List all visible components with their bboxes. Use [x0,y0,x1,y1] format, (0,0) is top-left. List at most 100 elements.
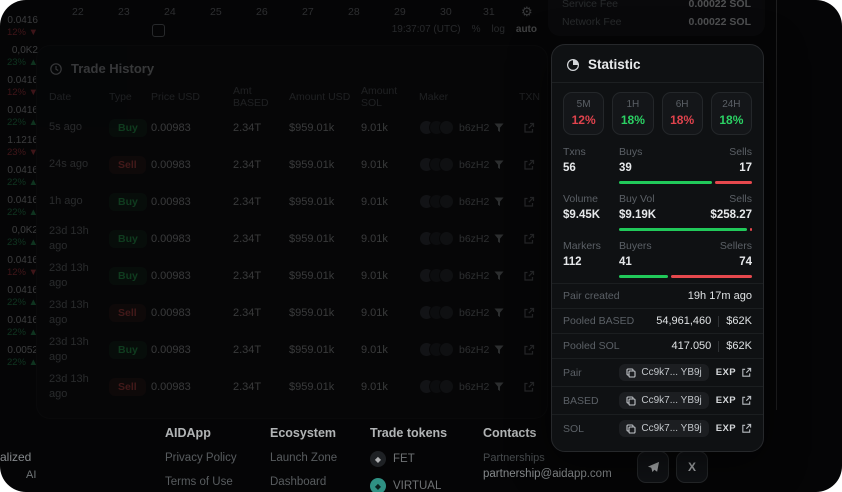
statistic-header: Statistic [552,45,763,83]
maker-cell[interactable]: b6zH2 [419,342,519,357]
explorer-link[interactable]: EXP [715,395,736,406]
ticker-change: 22% ▲ [6,177,38,188]
external-link-icon[interactable] [741,423,752,434]
timeframe-cell[interactable]: 6H 18% [661,92,703,135]
ticker-item[interactable]: 0.0416 22% ▲ [0,314,42,344]
ticker-item[interactable]: 0.0416 22% ▲ [0,194,42,224]
pooled-label: Pooled SOL [563,340,620,352]
filter-icon[interactable] [494,308,504,318]
explorer-link[interactable]: EXP [715,423,736,434]
token-link-fet[interactable]: ◆ FET [370,451,447,467]
maker-address: b6zH2 [459,195,490,208]
footer-link[interactable]: Terms of Use [165,476,233,488]
txn-external-link-icon[interactable] [523,196,535,208]
ticker-item[interactable]: 0.0416 12% ▼ [0,74,42,104]
trade-row[interactable]: 23d 13h ago Sell 0.00983 2.34T $959.01k … [37,294,547,331]
address-copy-pill[interactable]: Cc9k7... YB9j [619,420,709,437]
filter-icon[interactable] [494,123,504,133]
footer: alized AI AIDApp Privacy Policy Terms of… [0,410,842,492]
footer-link[interactable]: Privacy Policy [165,452,237,464]
address-copy-pill[interactable]: Cc9k7... YB9j [619,392,709,409]
maker-address: b6zH2 [459,269,490,282]
external-link-icon[interactable] [741,395,752,406]
txn-external-link-icon[interactable] [523,307,535,319]
footer-link[interactable]: Launch Zone [270,452,338,464]
ticker-item[interactable]: 0.0416 12% ▼ [0,14,42,44]
trade-date: 5s ago [49,121,83,134]
explorer-link[interactable]: EXP [715,367,736,378]
txns-label: Txns [563,146,586,158]
sell-vol-value: $258.27 [710,209,752,221]
trade-row[interactable]: 5s ago Buy 0.00983 2.34T $959.01k 9.01k … [37,109,547,146]
ticker-item[interactable]: 0.0052 22% ▲ [0,344,42,374]
txn-external-link-icon[interactable] [523,381,535,393]
maker-cell[interactable]: b6zH2 [419,120,519,135]
txn-external-link-icon[interactable] [523,233,535,245]
trade-amt-token: 2.34T [233,232,262,245]
maker-cell[interactable]: b6zH2 [419,157,519,172]
maker-cell[interactable]: b6zH2 [419,305,519,320]
x-twitter-button[interactable]: X [676,451,708,483]
maker-cell[interactable]: b6zH2 [419,231,519,246]
txn-external-link-icon[interactable] [523,270,535,282]
address-row: BASED Cc9k7... YB9j EXP [552,386,763,414]
maker-cell[interactable]: b6zH2 [419,194,519,209]
ticker-item[interactable]: 1.1216 23% ▼ [0,134,42,164]
trade-row[interactable]: 24s ago Sell 0.00983 2.34T $959.01k 9.01… [37,146,547,183]
volume-ratio-bar [619,228,752,231]
external-link-icon[interactable] [741,367,752,378]
footer-link[interactable]: Dashboard [270,476,327,488]
statistic-title: Statistic [588,57,641,72]
buy-vol-value: $9.19K [619,209,657,221]
footer-tagline-ai: AI [26,469,37,481]
ticker-item[interactable]: 0.0416 22% ▲ [0,164,42,194]
ticker-item[interactable]: 0,0K2 23% ▲ [0,44,42,74]
txns-ratio-bar [619,181,752,184]
sellers-label: Sellers [719,240,752,252]
log-toggle[interactable]: log [491,24,505,35]
trade-row[interactable]: 23d 13h ago Buy 0.00983 2.34T $959.01k 9… [37,220,547,257]
maker-cell[interactable]: b6zH2 [419,379,519,394]
ticker-change: 22% ▲ [6,297,38,308]
filter-icon[interactable] [494,234,504,244]
filter-icon[interactable] [494,197,504,207]
trade-amount-usd: $959.01k [289,269,335,282]
telegram-button[interactable] [637,451,669,483]
network-fee-value: 0.00022 SOL [688,16,751,28]
address-row: Pair Cc9k7... YB9j EXP [552,358,763,386]
calendar-icon[interactable] [152,24,165,37]
filter-icon[interactable] [494,160,504,170]
filter-icon[interactable] [494,271,504,281]
partnership-email[interactable]: partnership@aidapp.com [483,468,612,480]
txn-external-link-icon[interactable] [523,344,535,356]
trade-price-usd: 0.00983 [151,306,191,319]
axis-date-label: 26 [256,6,268,18]
trade-amt-token: 2.34T [233,306,262,319]
trade-row[interactable]: 23d 13h ago Buy 0.00983 2.34T $959.01k 9… [37,257,547,294]
timeframe-cell[interactable]: 1H 18% [612,92,654,135]
txn-external-link-icon[interactable] [523,122,535,134]
auto-toggle[interactable]: auto [515,24,537,35]
txn-external-link-icon[interactable] [523,159,535,171]
ticker-item[interactable]: 0.0416 22% ▲ [0,104,42,134]
ticker-item[interactable]: 0.0416 22% ▲ [0,284,42,314]
filter-icon[interactable] [494,382,504,392]
timeframe-cell[interactable]: 5M 12% [563,92,605,135]
axis-date-label: 28 [348,6,360,18]
trade-row[interactable]: 23d 13h ago Sell 0.00983 2.34T $959.01k … [37,368,547,405]
address-copy-pill[interactable]: Cc9k7... YB9j [619,364,709,381]
filter-icon[interactable] [494,345,504,355]
ticker-item[interactable]: 0,0K2 23% ▲ [0,224,42,254]
token-link-virtual[interactable]: ◆ VIRTUAL [370,478,447,492]
percent-toggle[interactable]: % [471,24,481,35]
ticker-item[interactable]: 0.0416 12% ▼ [0,254,42,284]
timeframe-cell[interactable]: 24H 18% [710,92,752,135]
trade-history-panel: Trade History Date Type Price USD Amt BA… [36,45,548,419]
trade-row[interactable]: 23d 13h ago Buy 0.00983 2.34T $959.01k 9… [37,331,547,368]
maker-cell[interactable]: b6zH2 [419,268,519,283]
trade-amount-usd: $959.01k [289,232,335,245]
address-short: Cc9k7... YB9j [641,395,702,406]
trade-date: 23d 13h ago [49,262,89,289]
gear-icon[interactable]: ⚙ [521,4,533,19]
trade-row[interactable]: 1h ago Buy 0.00983 2.34T $959.01k 9.01k … [37,183,547,220]
